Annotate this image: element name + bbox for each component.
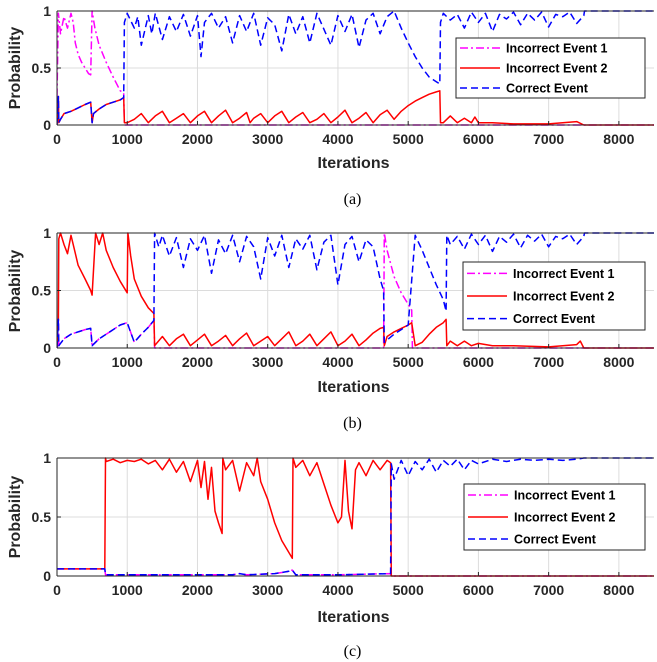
y-tick-label: 1 (43, 225, 51, 241)
x-tick-label: 8000 (603, 582, 634, 598)
x-tick-label: 0 (53, 131, 61, 147)
x-tick-label: 8000 (603, 354, 634, 370)
series-group (57, 232, 654, 349)
x-tick-label: 0 (53, 354, 61, 370)
y-tick-label: 1 (43, 450, 51, 466)
x-tick-label: 7000 (533, 131, 564, 147)
x-tick-label: 1000 (112, 354, 143, 370)
legend-label: Correct Event (514, 533, 597, 547)
x-tick-label: 6000 (463, 354, 494, 370)
x-axis-title: Iterations (317, 609, 389, 626)
panel-caption: (a) (344, 191, 362, 208)
x-tick-label: 4000 (322, 131, 353, 147)
x-tick-label: 4000 (322, 582, 353, 598)
x-tick-label: 0 (53, 582, 61, 598)
x-tick-label: 5000 (393, 131, 424, 147)
series-group (57, 10, 654, 126)
x-tick-label: 6000 (463, 582, 494, 598)
y-tick-label: 0 (43, 340, 51, 356)
x-tick-label: 5000 (393, 582, 424, 598)
x-tick-label: 4000 (322, 354, 353, 370)
legend-label: Incorrect Event 1 (513, 267, 614, 281)
panel-caption: (b) (343, 415, 362, 432)
x-tick-label: 7000 (533, 582, 564, 598)
x-tick-label: 3000 (252, 131, 283, 147)
x-tick-label: 2000 (182, 582, 213, 598)
x-tick-label: 2000 (182, 131, 213, 147)
x-tick-label: 2000 (182, 354, 213, 370)
series-line-correct-event (57, 232, 654, 349)
x-tick-label: 1000 (112, 582, 143, 598)
series-line-incorrect-event-2 (57, 232, 654, 349)
y-tick-label: 0 (43, 568, 51, 584)
y-tick-label: 0.5 (32, 60, 52, 76)
y-axis-title: Probability (7, 27, 24, 110)
panel-caption: (c) (344, 643, 362, 660)
y-axis-title: Probability (7, 250, 24, 333)
chart-panel-3: 0 1000 2000 3000 4000 5000 6000 7000 8000 0 0.5 1 It… (7, 450, 654, 660)
x-tick-label: 3000 (252, 582, 283, 598)
x-tick-label: 8000 (603, 131, 634, 147)
x-tick-label: 1000 (112, 131, 143, 147)
legend-label: Incorrect Event 1 (514, 489, 615, 503)
y-tick-label: 0.5 (32, 283, 52, 299)
x-tick-label: 6000 (463, 131, 494, 147)
series-line-incorrect-event-1 (57, 10, 654, 126)
legend-label: Incorrect Event 1 (506, 42, 607, 56)
series-line-correct-event (57, 10, 654, 126)
legend-label: Incorrect Event 2 (506, 62, 607, 76)
chart-panel-2: 0 1000 2000 3000 4000 5000 6000 7000 8000 0 0.5 1 It… (7, 225, 654, 432)
y-tick-label: 0 (43, 117, 51, 133)
y-tick-label: 1 (43, 3, 51, 19)
legend: Incorrect Event 1 Incorrect Event 2 Correc… (462, 261, 646, 331)
legend-label: Incorrect Event 2 (513, 290, 614, 304)
x-axis-title: Iterations (317, 379, 389, 396)
legend: Incorrect Event 1 Incorrect Event 2 Correc… (455, 37, 646, 99)
y-axis-title: Probability (7, 476, 24, 559)
series-group (57, 457, 654, 577)
x-tick-label: 5000 (393, 354, 424, 370)
series-line-incorrect-event-1 (57, 232, 654, 349)
x-tick-label: 7000 (533, 354, 564, 370)
y-tick-label: 0.5 (32, 509, 52, 525)
chart-panel-1: 0 1000 2000 3000 4000 5000 6000 7000 8000 0 0.5 1 It… (7, 3, 654, 208)
legend: Incorrect Event 1 Incorrect Event 2 Correc… (463, 483, 646, 551)
x-tick-label: 3000 (252, 354, 283, 370)
legend-label: Correct Event (506, 82, 589, 96)
x-axis-title: Iterations (317, 155, 389, 172)
legend-label: Correct Event (513, 312, 596, 326)
legend-label: Incorrect Event 2 (514, 511, 615, 525)
series-line-incorrect-event-2 (57, 457, 654, 577)
